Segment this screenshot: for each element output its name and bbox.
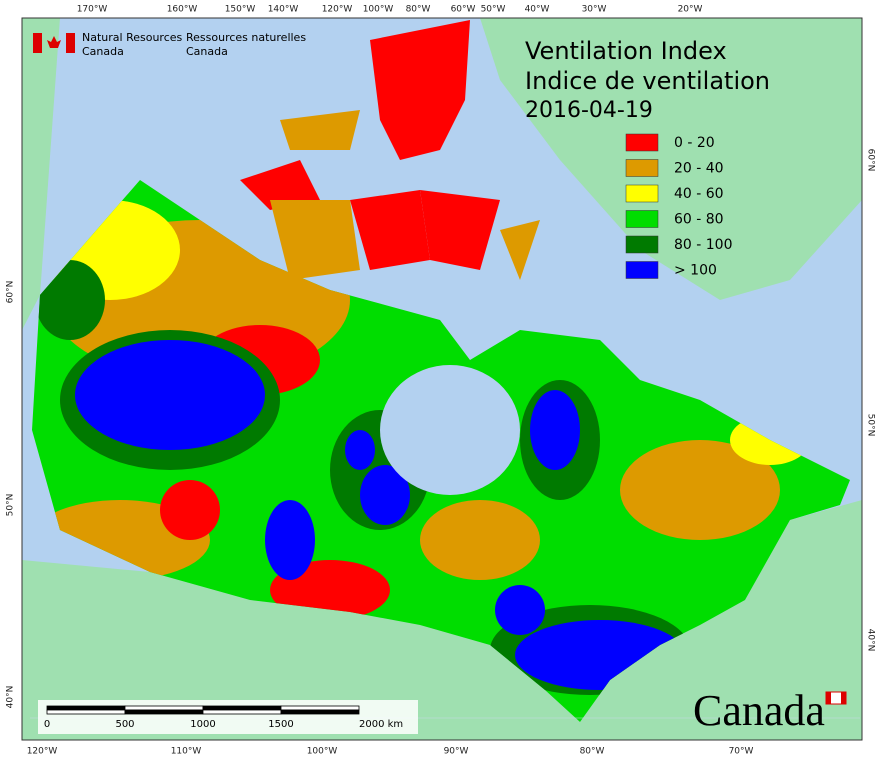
longitude-label: 100°W	[363, 5, 394, 15]
legend-label: 40 - 60	[674, 186, 724, 202]
agency-en: Canada	[82, 45, 124, 58]
legend-swatch	[625, 261, 659, 279]
legend-swatch	[625, 210, 659, 228]
legend-swatch	[625, 235, 659, 254]
arctic-island	[370, 20, 470, 160]
arctic-island	[270, 200, 360, 280]
longitude-label: 140°W	[268, 5, 299, 15]
usa-land	[22, 500, 862, 740]
longitude-label: 160°W	[167, 5, 198, 15]
longitude-label: 60°W	[451, 5, 476, 15]
flag-leaf	[47, 36, 61, 48]
legend-label: 60 - 80	[674, 212, 724, 228]
scale-segment	[46, 709, 126, 715]
wordmark-text: Canada	[693, 686, 825, 735]
longitude-label: 110°W	[171, 747, 202, 757]
latitude-label: 40°N	[6, 686, 16, 709]
scale-label: 500	[115, 719, 134, 730]
scale-segment	[202, 705, 282, 711]
longitude-label: 50°W	[481, 5, 506, 15]
title: Indice de ventilation	[525, 67, 770, 95]
scale-label: 1000	[190, 719, 215, 730]
scale-label: 2000 km	[359, 719, 403, 730]
scale-label: 0	[44, 719, 50, 730]
map-body	[22, 18, 862, 740]
longitude-label: 120°W	[27, 747, 58, 757]
longitude-label: 150°W	[225, 5, 256, 15]
alaska-land	[22, 18, 60, 330]
scale-segment	[46, 705, 126, 711]
longitude-label: 170°W	[77, 5, 108, 15]
latitude-label: 60°N	[866, 149, 876, 172]
scale-label: 1500	[268, 719, 293, 730]
agency-fr: Ressources naturelles	[186, 31, 306, 44]
legend-swatch	[625, 159, 659, 177]
longitude-label: 20°W	[678, 5, 703, 15]
arctic-island	[420, 190, 500, 270]
longitude-label: 30°W	[582, 5, 607, 15]
longitude-label: 70°W	[729, 747, 754, 757]
graticule-labels: 170°W 160°W 150°W 140°W 120°W 100°W 80°W 60°W 50…	[6, 5, 876, 757]
scale-segment	[280, 709, 360, 715]
latitude-label: 50°N	[866, 414, 876, 437]
agency-en: Natural Resources	[82, 31, 183, 44]
legend-label: 0 - 20	[674, 135, 715, 151]
longitude-label: 120°W	[322, 5, 353, 15]
scale-segment	[280, 705, 360, 711]
flag-bar	[66, 33, 75, 53]
agency-block: Natural Resources Canada Ressources natu…	[33, 31, 306, 58]
scale-segment	[124, 705, 204, 711]
legend-label: 80 - 100	[674, 237, 733, 253]
longitude-label: 80°W	[580, 747, 605, 757]
greenland	[480, 18, 862, 300]
latitude-label: 40°N	[866, 629, 876, 652]
longitude-label: 80°W	[406, 5, 431, 15]
arctic-island	[240, 160, 320, 210]
date: 2016-04-19	[525, 98, 653, 123]
wordmark: Canada	[693, 686, 847, 735]
latitude-label: 60°N	[6, 281, 16, 304]
wordmark-flag-bar	[826, 692, 831, 704]
scale-segment	[202, 709, 282, 715]
arctic-island	[350, 190, 430, 270]
longitude-label: 100°W	[307, 747, 338, 757]
legend-swatch	[625, 184, 659, 203]
legend: 0 - 20 20 - 40 40 - 60 60 - 80 80 - 100 > 100	[625, 133, 733, 279]
scale-segment	[124, 709, 204, 715]
scale-bar: 0 500 1000 1500 2000 km	[38, 700, 418, 734]
legend-label: > 100	[674, 263, 717, 279]
agency-fr: Canada	[186, 45, 228, 58]
title: Ventilation Index	[525, 37, 727, 65]
longitude-label: 40°W	[525, 5, 550, 15]
arctic-island	[280, 110, 360, 150]
legend-swatch	[625, 133, 659, 152]
flag-bar	[33, 33, 42, 53]
longitude-label: 90°W	[444, 747, 469, 757]
map-frame	[21, 17, 863, 741]
wordmark-flag-bar	[841, 692, 846, 704]
latitude-label: 50°N	[6, 494, 16, 517]
arctic-island	[500, 220, 540, 280]
hudson-bay	[380, 365, 520, 495]
legend-label: 20 - 40	[674, 161, 724, 177]
